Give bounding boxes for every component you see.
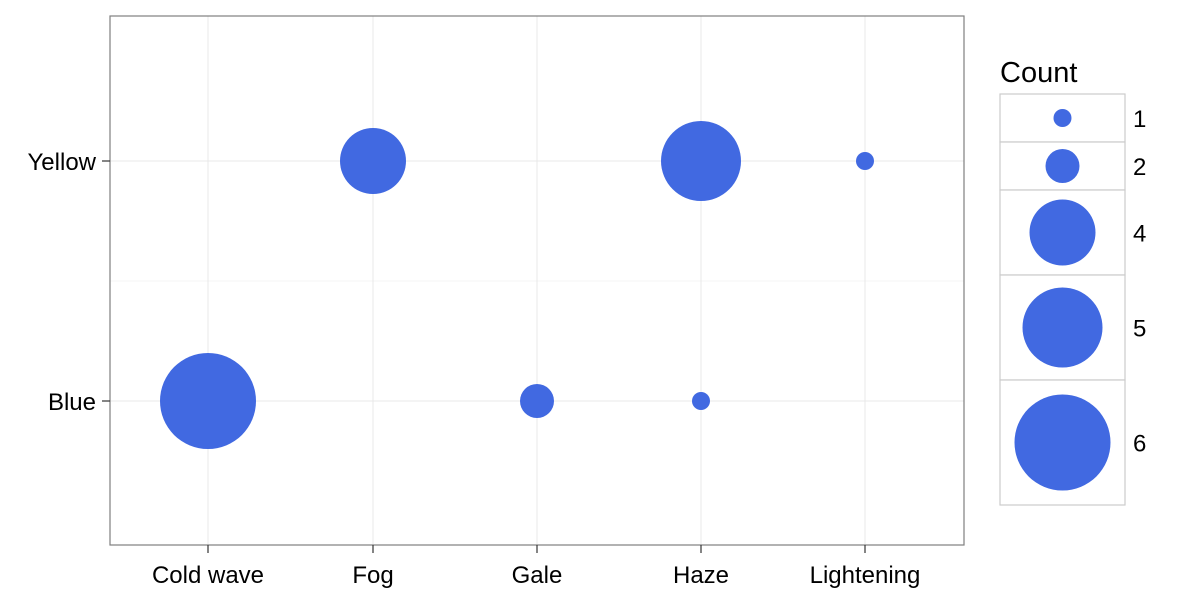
x-tick-label: Gale — [512, 562, 563, 589]
legend: Count 1 2 4 5 6 — [999, 57, 1146, 506]
bubble-point — [856, 152, 874, 170]
legend-key-label: 5 — [1133, 316, 1146, 343]
x-tick-label: Cold wave — [152, 562, 264, 589]
x-axis: Cold wave Fog Gale Haze Lightening — [152, 545, 920, 589]
bubble-point — [692, 392, 710, 410]
legend-key-label: 2 — [1133, 154, 1146, 181]
legend-key-bubble — [1022, 287, 1103, 368]
legend-key-bubble — [1053, 109, 1072, 127]
legend-title: Count — [1000, 57, 1077, 89]
bubble-point — [520, 384, 554, 418]
x-tick-label: Lightening — [810, 562, 921, 589]
y-tick-label: Yellow — [28, 149, 97, 176]
y-tick-label: Blue — [48, 389, 96, 416]
x-tick-label: Fog — [352, 562, 393, 589]
bubble-point — [340, 128, 406, 194]
x-tick-label: Haze — [673, 562, 729, 589]
bubble-point — [160, 353, 256, 449]
legend-key-bubble — [1045, 149, 1080, 183]
legend-key-bubble — [1014, 394, 1111, 491]
legend-key-bubble — [1029, 199, 1096, 266]
y-axis: Blue Yellow — [28, 149, 110, 416]
legend-key-label: 4 — [1133, 221, 1146, 248]
bubble-point — [661, 121, 741, 201]
legend-key-label: 1 — [1133, 106, 1146, 133]
legend-key-label: 6 — [1133, 431, 1146, 458]
plot-panel — [109, 15, 965, 546]
